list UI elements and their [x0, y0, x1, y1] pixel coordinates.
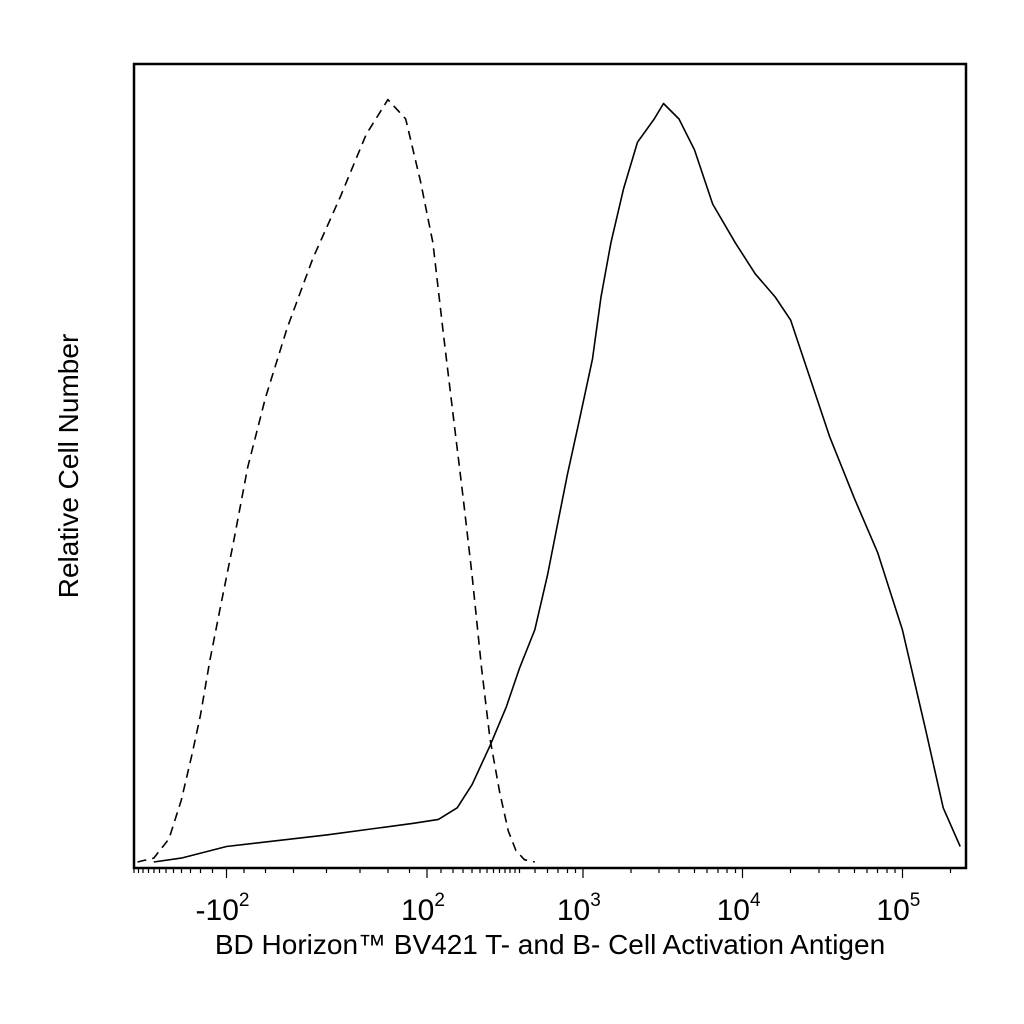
x-tick-label: 103	[557, 890, 601, 927]
control-histogram-dashed	[137, 98, 535, 863]
series-layer	[137, 98, 961, 863]
x-tick-label: -102	[196, 890, 250, 927]
stained-histogram-solid	[153, 102, 961, 863]
x-tick-label: 102	[401, 890, 445, 927]
x-tick-label: 105	[876, 890, 920, 927]
plot-frame	[132, 62, 968, 870]
minor-tick-marks	[133, 868, 952, 878]
x-axis-label: BD Horizon™ BV421 T- and B- Cell Activat…	[215, 929, 885, 960]
y-axis-label: Relative Cell Number	[53, 334, 84, 599]
x-tick-label: 104	[717, 890, 761, 927]
x-tick-labels: -102 102 103 104 105	[196, 890, 921, 927]
